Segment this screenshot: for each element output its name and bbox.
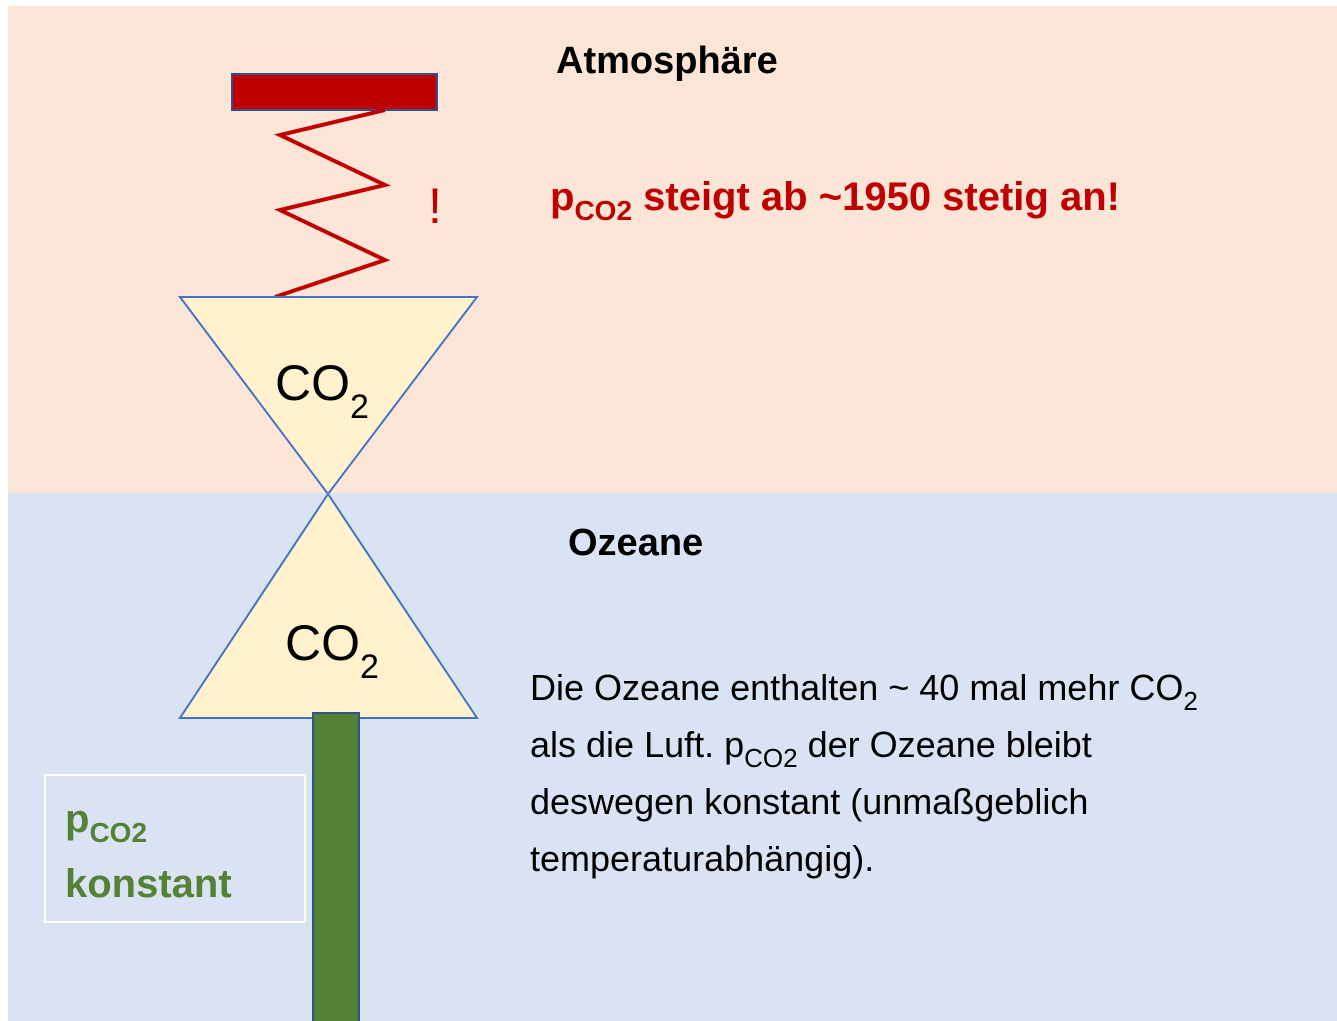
symbol: p bbox=[550, 175, 574, 219]
subscript: CO2 bbox=[89, 817, 147, 848]
text: der Ozeane bleibt bbox=[798, 724, 1092, 765]
text: steigt ab ~1950 stetig an! bbox=[632, 175, 1120, 219]
symbol: CO bbox=[285, 615, 360, 671]
description-line: deswegen konstant (unmaßgeblich bbox=[530, 781, 1088, 822]
subscript: CO2 bbox=[744, 743, 797, 773]
ocean-title: Ozeane bbox=[568, 522, 703, 564]
symbol: CO bbox=[275, 355, 350, 411]
label-text: konstant bbox=[65, 862, 232, 906]
atmosphere-title: Atmosphäre bbox=[556, 40, 778, 82]
subscript: 2 bbox=[350, 388, 369, 426]
subscript: 2 bbox=[360, 648, 379, 686]
subscript: 2 bbox=[1183, 686, 1197, 716]
diagram: ! CO2 CO2 pCO2 konstant Atmosphäre pCO2 … bbox=[0, 0, 1337, 1021]
weight-bar bbox=[232, 74, 437, 110]
text: Die Ozeane enthalten ~ 40 mal mehr CO bbox=[530, 667, 1183, 708]
description-line: temperaturabhängig). bbox=[530, 838, 874, 879]
text: deswegen konstant (unmaßgeblich bbox=[530, 781, 1088, 822]
pillar bbox=[313, 713, 359, 1021]
subscript: CO2 bbox=[574, 195, 632, 226]
symbol: p bbox=[65, 797, 89, 841]
text: temperaturabhängig). bbox=[530, 838, 874, 879]
statement: pCO2 steigt ab ~1950 stetig an! bbox=[550, 175, 1120, 226]
exclamation: ! bbox=[428, 178, 442, 234]
text: als die Luft. p bbox=[530, 724, 744, 765]
